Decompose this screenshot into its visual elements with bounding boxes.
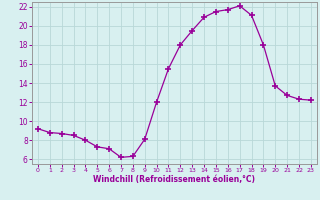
X-axis label: Windchill (Refroidissement éolien,°C): Windchill (Refroidissement éolien,°C) bbox=[93, 175, 255, 184]
